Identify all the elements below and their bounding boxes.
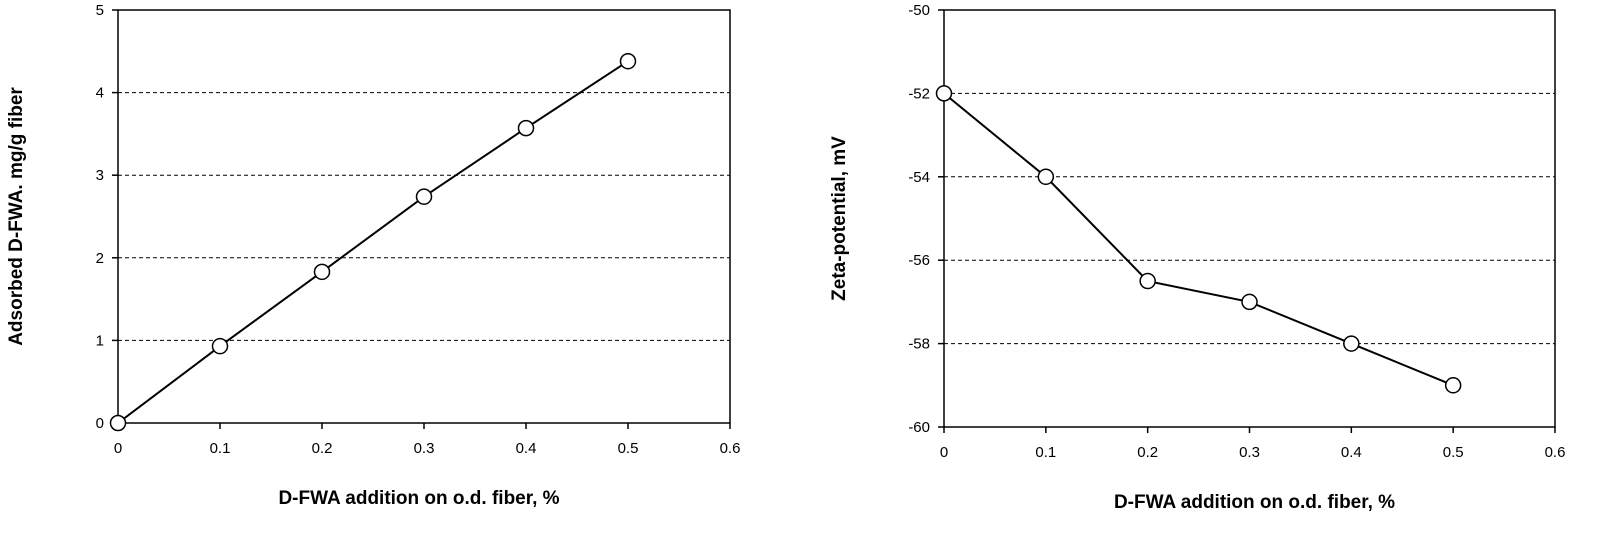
x-tick-label: 0.2 (312, 440, 333, 457)
plot-frame (117, 9, 731, 424)
data-point (1343, 335, 1360, 352)
data-point (211, 337, 229, 355)
x-tick-label: 0.6 (1545, 444, 1566, 461)
y-tick-label: -56 (908, 252, 930, 269)
y-axis-title: Adsorbed D-FWA. mg/g fiber (6, 87, 27, 346)
data-point (1444, 377, 1462, 394)
x-tick-label: 0.1 (210, 440, 231, 457)
y-tick-label: -54 (908, 169, 930, 186)
y-tick-label: 1 (96, 332, 104, 349)
data-point (109, 414, 127, 432)
y-tick-label: 4 (96, 85, 104, 102)
y-tick-label: 0 (96, 415, 104, 432)
x-tick-label: 0.1 (1035, 444, 1056, 461)
series-line (117, 60, 629, 424)
series-line (943, 92, 1454, 387)
y-axis-title: Zeta-potential, mV (829, 136, 850, 301)
y-tick-label: 2 (96, 250, 104, 267)
x-axis-title: D-FWA addition on o.d. fiber, % (278, 488, 559, 509)
x-tick-label: 0.5 (1443, 444, 1464, 461)
data-point (935, 85, 953, 102)
data-point (1037, 168, 1055, 186)
y-tick-label: -52 (908, 85, 930, 102)
y-tick-label: -50 (908, 2, 930, 19)
x-tick-label: 0.6 (720, 440, 741, 457)
data-point (1139, 272, 1156, 290)
x-tick-label: 0.3 (414, 440, 435, 457)
y-tick-label: 3 (96, 167, 104, 184)
x-tick-label: 0.4 (1341, 444, 1362, 461)
x-tick-label: 0 (940, 444, 948, 461)
data-point (619, 52, 637, 70)
data-point (415, 188, 433, 205)
x-tick-label: 0.4 (516, 440, 537, 457)
plot-frame (943, 9, 1556, 428)
x-tick-label: 0.3 (1239, 444, 1260, 461)
y-tick-label: -60 (908, 419, 930, 436)
x-tick-label: 0.5 (618, 440, 639, 457)
data-point (313, 263, 331, 281)
x-axis-title: D-FWA addition on o.d. fiber, % (1114, 492, 1395, 513)
x-tick-label: 0 (114, 440, 122, 457)
chart-zeta-potential: -60 -58 -56 -54 -52 -50 0 0.1 0.2 0.3 0.4 0.5 0.6 D-F… (829, 2, 1565, 513)
y-tick-label: 5 (96, 2, 104, 19)
data-point (517, 119, 535, 137)
data-point (1241, 293, 1258, 311)
x-tick-label: 0.2 (1137, 444, 1158, 461)
y-tick-label: -58 (908, 336, 930, 353)
chart-adsorbed-dfwa: 0 1 2 3 4 5 0 0.1 0.2 0.3 0.4 0.5 0.6 D-FWA addition … (6, 2, 740, 509)
